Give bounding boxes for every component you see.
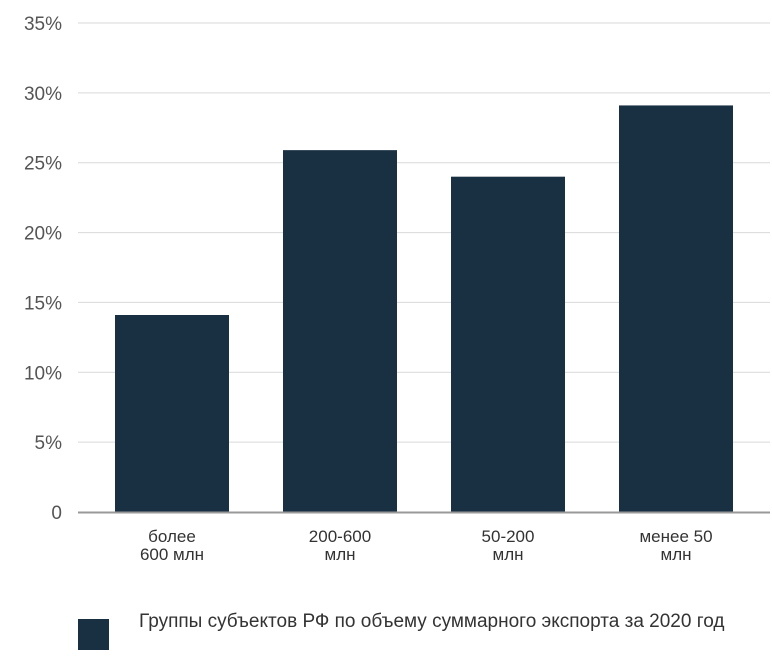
x-tick-label: 50-200 (482, 527, 535, 546)
bar (283, 150, 397, 512)
y-axis-ticks: 0 5% 10% 15% 20% 25% 30% 35% (24, 14, 62, 524)
y-tick-label: 10% (24, 363, 62, 384)
x-tick-label: 600 млн (140, 545, 204, 564)
legend-swatch (78, 619, 109, 650)
y-tick-label: 20% (24, 224, 62, 245)
legend: Группы субъектов РФ по объему суммарного… (78, 610, 768, 656)
bar (115, 315, 229, 512)
y-tick-label: 15% (24, 293, 62, 314)
x-tick-label: 200-600 (309, 527, 371, 546)
bar (451, 176, 565, 512)
x-tick-label: более (148, 527, 196, 546)
y-tick-label: 30% (24, 84, 62, 105)
x-tick-label: млн (493, 545, 524, 564)
x-tick-label: млн (661, 545, 692, 564)
bars (115, 105, 733, 512)
bar (619, 105, 733, 512)
x-tick-label: менее 50 (639, 527, 712, 546)
x-tick-label: млн (325, 545, 356, 564)
y-tick-label: 0 (51, 503, 62, 524)
y-tick-label: 5% (35, 433, 63, 454)
y-tick-label: 35% (24, 14, 62, 35)
legend-label: Группы субъектов РФ по объему суммарного… (139, 611, 725, 632)
y-tick-label: 25% (24, 154, 62, 175)
